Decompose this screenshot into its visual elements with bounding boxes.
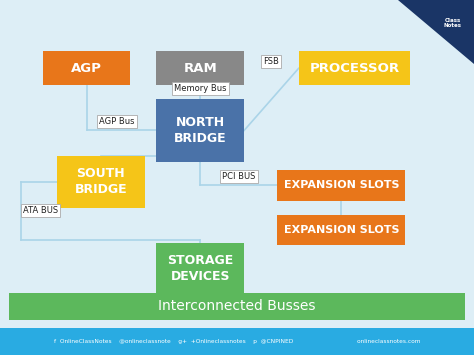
- Text: Interconnected Busses: Interconnected Busses: [158, 299, 316, 313]
- Text: PROCESSOR: PROCESSOR: [309, 62, 400, 75]
- FancyBboxPatch shape: [277, 215, 405, 245]
- Text: EXPANSION SLOTS: EXPANSION SLOTS: [283, 225, 399, 235]
- Text: PCI BUS: PCI BUS: [222, 172, 255, 181]
- Text: SOUTH
BRIDGE: SOUTH BRIDGE: [74, 168, 127, 196]
- FancyBboxPatch shape: [156, 243, 244, 295]
- FancyBboxPatch shape: [43, 51, 130, 85]
- FancyBboxPatch shape: [57, 156, 145, 208]
- Text: AGP Bus: AGP Bus: [99, 117, 135, 126]
- FancyBboxPatch shape: [299, 51, 410, 85]
- Text: RAM: RAM: [183, 62, 217, 75]
- Text: Memory Bus: Memory Bus: [174, 84, 227, 93]
- Text: NORTH
BRIDGE: NORTH BRIDGE: [174, 116, 227, 145]
- Polygon shape: [398, 0, 474, 64]
- FancyBboxPatch shape: [156, 99, 244, 162]
- Text: AGP: AGP: [71, 62, 102, 75]
- Text: STORAGE
DEVICES: STORAGE DEVICES: [167, 255, 233, 283]
- FancyBboxPatch shape: [277, 170, 405, 201]
- FancyBboxPatch shape: [9, 293, 465, 320]
- Text: EXPANSION SLOTS: EXPANSION SLOTS: [283, 180, 399, 191]
- Text: f  OnlineClassNotes    @onlineclassnote    g+  +Onlineclassnotes    p  @CNPINED : f OnlineClassNotes @onlineclassnote g+ +…: [54, 339, 420, 344]
- Text: FSB: FSB: [264, 57, 279, 66]
- Text: Class
Notes: Class Notes: [444, 18, 462, 28]
- FancyBboxPatch shape: [0, 328, 474, 355]
- Text: ATA BUS: ATA BUS: [23, 206, 58, 215]
- FancyBboxPatch shape: [156, 51, 244, 85]
